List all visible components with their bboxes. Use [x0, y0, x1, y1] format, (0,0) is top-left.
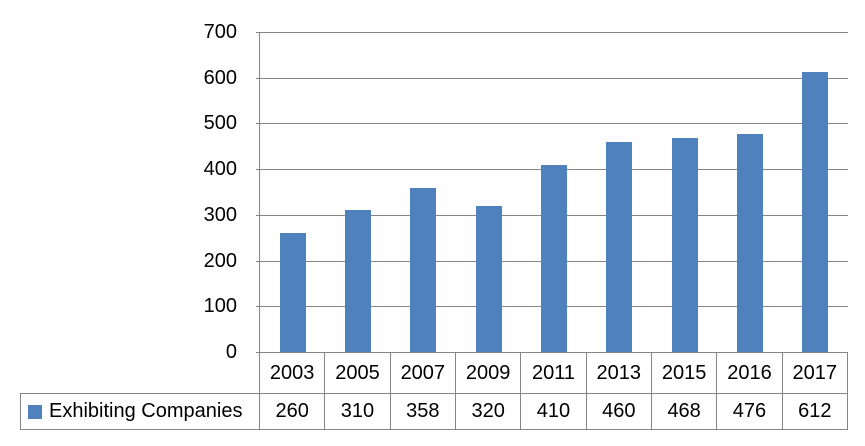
plot-area [256, 32, 848, 353]
value-cell-2009: 320 [454, 393, 521, 430]
bar-2007 [410, 188, 436, 352]
y-axis-label-300: 300 [203, 204, 237, 226]
category-label-2005: 2005 [324, 352, 390, 393]
y-axis-label-0: 0 [225, 341, 237, 363]
category-label-2015: 2015 [650, 352, 717, 393]
legend-key-icon [28, 404, 42, 419]
value-cell-2005: 310 [324, 393, 390, 430]
bar-2003 [280, 233, 306, 352]
category-label-2017: 2017 [781, 352, 848, 393]
y-tick-400 [256, 169, 260, 170]
category-label-2013: 2013 [585, 352, 651, 393]
value-cell-2003: 260 [259, 393, 325, 430]
y-axis: 0 100 200 300 400 500 600 700 [100, 21, 237, 363]
category-label-2011: 2011 [520, 352, 586, 393]
y-tick-300 [256, 215, 260, 216]
category-axis-row: 2003 2005 2007 2009 2011 2013 2015 2016 2017 [259, 352, 848, 393]
gridline-700 [260, 32, 848, 33]
y-axis-label-700: 700 [203, 21, 237, 43]
gridline-500 [260, 123, 848, 124]
category-label-2003: 2003 [259, 352, 325, 393]
category-label-2009: 2009 [454, 352, 521, 393]
y-tick-700 [256, 32, 260, 33]
value-cell-2015: 468 [650, 393, 717, 430]
bar-2009 [476, 206, 502, 352]
category-label-2016: 2016 [716, 352, 782, 393]
bar-2005 [345, 210, 371, 352]
bar-2013 [606, 142, 632, 352]
bar-2011 [541, 165, 567, 352]
bar-2015 [672, 138, 698, 352]
y-tick-100 [256, 306, 260, 307]
y-tick-200 [256, 261, 260, 262]
y-axis-label-200: 200 [203, 250, 237, 272]
value-cell-2017: 612 [781, 393, 848, 430]
bar-2017 [802, 72, 828, 352]
value-cell-2016: 476 [716, 393, 782, 430]
gridline-600 [260, 78, 848, 79]
y-tick-600 [256, 78, 260, 79]
y-axis-label-100: 100 [203, 295, 237, 317]
y-axis-label-600: 600 [203, 67, 237, 89]
y-tick-0 [256, 352, 260, 353]
value-cell-2007: 358 [389, 393, 455, 430]
category-label-2007: 2007 [389, 352, 455, 393]
legend-cell: Exhibiting Companies [20, 393, 259, 430]
value-cell-2011: 410 [520, 393, 586, 430]
bar-2016 [737, 134, 763, 352]
legend-label: Exhibiting Companies [49, 400, 243, 422]
data-table-row: Exhibiting Companies 260 310 358 320 410 460 4… [20, 393, 848, 430]
y-axis-label-400: 400 [203, 158, 237, 180]
y-tick-500 [256, 123, 260, 124]
value-cell-2013: 460 [585, 393, 651, 430]
y-axis-label-500: 500 [203, 112, 237, 134]
